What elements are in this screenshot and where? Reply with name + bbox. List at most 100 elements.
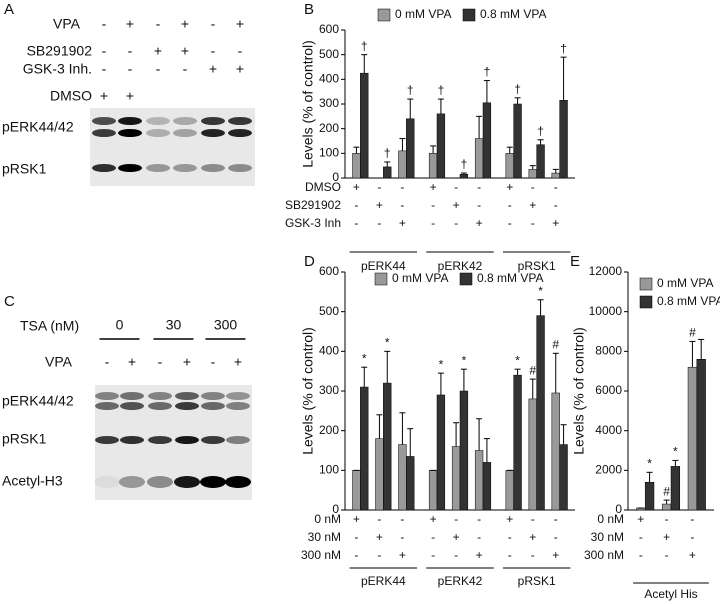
- row-sign: -: [477, 512, 481, 526]
- blot-sign: -: [158, 354, 163, 370]
- blot-band-label: Acetyl-H3: [2, 473, 63, 489]
- y-tick-label: 0: [332, 170, 339, 184]
- row-label: 30 nM: [308, 530, 341, 544]
- band: [120, 392, 144, 400]
- band: [200, 476, 226, 488]
- legend-swatch: [374, 272, 388, 286]
- bar: [536, 315, 545, 511]
- band: [148, 436, 172, 444]
- bar: [528, 169, 537, 179]
- blot-header: TSA (nM): [20, 318, 79, 334]
- bar: [528, 398, 537, 511]
- significance-mark: *: [515, 353, 520, 367]
- y-tick-label: 300: [319, 96, 339, 110]
- row-sign: +: [376, 530, 383, 544]
- bar: [352, 153, 361, 179]
- band: [201, 129, 225, 137]
- blot-sign: -: [183, 61, 188, 77]
- group-label: pRSK1: [518, 259, 556, 273]
- row-sign: +: [476, 216, 483, 230]
- blot-sign: +: [234, 354, 242, 370]
- legend-label: 0 mM VPA: [395, 7, 451, 21]
- y-tick-label: 10000: [589, 304, 623, 318]
- legend-swatch: [462, 8, 476, 22]
- row-sign: -: [454, 216, 458, 230]
- row-sign: -: [354, 198, 358, 212]
- bar: [398, 444, 407, 511]
- bar: [551, 172, 560, 179]
- row-sign: -: [665, 512, 669, 526]
- legend-swatch: [459, 272, 473, 286]
- blot-row-label: SB291902: [27, 43, 93, 59]
- bar: [670, 466, 681, 511]
- row-sign: -: [400, 530, 404, 544]
- significance-mark: †: [484, 65, 491, 79]
- row-sign: -: [639, 530, 643, 544]
- bar: [687, 366, 698, 511]
- blot-row-label: DMSO: [50, 88, 92, 104]
- row-label: SB291902: [285, 198, 341, 212]
- row-label: GSK-3 Inh: [285, 216, 341, 230]
- blot-sign: +: [154, 43, 162, 59]
- blot-sign: +: [100, 88, 108, 104]
- blot-sign: +: [126, 16, 134, 32]
- blot-band-label: pERK44/42: [2, 393, 74, 409]
- band: [146, 129, 170, 137]
- row-sign: +: [529, 198, 536, 212]
- bar: [696, 359, 706, 511]
- blot-band-label: pRSK1: [2, 161, 47, 177]
- row-sign: -: [477, 530, 481, 544]
- bar: [360, 72, 369, 179]
- blot-sign: -: [102, 43, 107, 59]
- legend-swatch: [639, 295, 653, 309]
- row-sign: +: [689, 548, 696, 562]
- row-sign: -: [377, 512, 381, 526]
- group-label: pERK44: [361, 259, 406, 273]
- row-label: 300 nM: [301, 548, 341, 562]
- row-sign: -: [400, 512, 404, 526]
- y-tick-label: 4000: [595, 423, 622, 437]
- y-tick-label: 100: [319, 463, 339, 477]
- y-tick-label: 500: [319, 304, 339, 318]
- row-label: 300 nM: [584, 548, 624, 562]
- significance-mark: *: [647, 456, 652, 470]
- blot-sign: -: [238, 43, 243, 59]
- blot-row-label: VPA: [45, 354, 73, 370]
- bar: [644, 481, 655, 511]
- bar: [551, 392, 560, 511]
- row-sign: -: [639, 548, 643, 562]
- bar: [436, 113, 446, 179]
- band: [118, 117, 142, 125]
- blot-sign: +: [126, 88, 134, 104]
- bar: [513, 374, 522, 511]
- y-tick-label: 600: [319, 264, 339, 278]
- significance-mark: †: [537, 124, 544, 138]
- band: [175, 402, 199, 410]
- legend-swatch: [377, 8, 391, 22]
- band: [118, 129, 142, 137]
- y-tick-label: 6000: [595, 383, 622, 397]
- blot-sign: -: [105, 354, 110, 370]
- bar: [428, 470, 438, 511]
- row-sign: -: [508, 198, 512, 212]
- band: [95, 392, 119, 400]
- significance-mark: *: [673, 445, 678, 459]
- band: [120, 402, 144, 410]
- bar: [459, 174, 469, 179]
- row-sign: -: [431, 198, 435, 212]
- bar: [375, 438, 384, 511]
- row-sign: -: [554, 198, 558, 212]
- row-sign: -: [690, 530, 694, 544]
- y-tick-label: 200: [319, 423, 339, 437]
- row-sign: -: [554, 530, 558, 544]
- significance-mark: †: [560, 41, 567, 55]
- row-sign: -: [508, 530, 512, 544]
- y-axis-title: Levels (% of control): [300, 40, 316, 168]
- row-sign: -: [454, 180, 458, 194]
- bar: [360, 386, 369, 511]
- band: [175, 436, 199, 444]
- row-sign: -: [431, 548, 435, 562]
- blot-sign: +: [183, 354, 191, 370]
- y-tick-label: 12000: [589, 264, 623, 278]
